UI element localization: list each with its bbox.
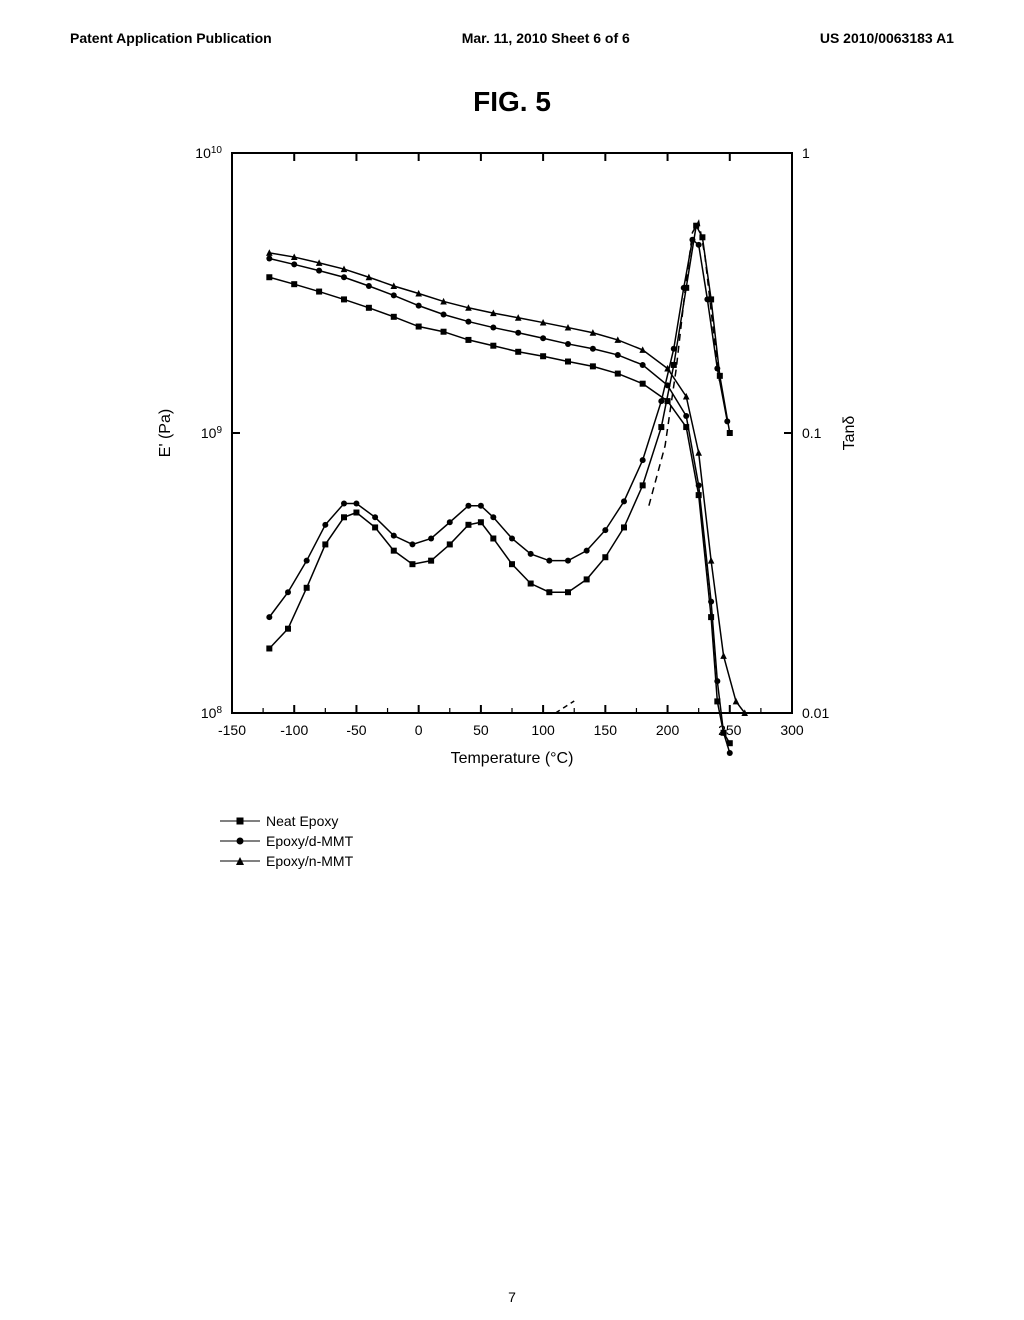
legend: Neat Epoxy Epoxy/d-MMT Epoxy/n-MMT [220, 813, 964, 869]
svg-text:-100: -100 [280, 722, 308, 738]
legend-label: Neat Epoxy [266, 813, 338, 829]
header-right: US 2010/0063183 A1 [820, 30, 954, 46]
circle-marker-icon [237, 838, 244, 845]
triangle-marker-icon [236, 857, 244, 865]
header-left: Patent Application Publication [70, 30, 272, 46]
svg-text:200: 200 [656, 722, 680, 738]
svg-text:300: 300 [780, 722, 804, 738]
svg-text:Tanδ: Tanδ [841, 416, 858, 451]
svg-text:109: 109 [201, 425, 223, 442]
svg-text:0: 0 [415, 722, 423, 738]
svg-text:-50: -50 [346, 722, 366, 738]
svg-text:50: 50 [473, 722, 489, 738]
legend-symbol [220, 815, 260, 827]
legend-item-nmmt: Epoxy/n-MMT [220, 853, 964, 869]
header-center: Mar. 11, 2010 Sheet 6 of 6 [462, 30, 630, 46]
legend-symbol [220, 835, 260, 847]
legend-label: Epoxy/n-MMT [266, 853, 353, 869]
figure-title: FIG. 5 [60, 86, 964, 118]
svg-text:1010: 1010 [195, 145, 222, 162]
svg-text:1: 1 [802, 145, 810, 161]
svg-text:E' (Pa): E' (Pa) [157, 409, 174, 457]
svg-text:100: 100 [531, 722, 555, 738]
header: Patent Application Publication Mar. 11, … [60, 30, 964, 46]
legend-symbol [220, 855, 260, 867]
svg-text:-150: -150 [218, 722, 246, 738]
legend-item-neat: Neat Epoxy [220, 813, 964, 829]
patent-page: Patent Application Publication Mar. 11, … [0, 0, 1024, 1320]
legend-label: Epoxy/d-MMT [266, 833, 353, 849]
svg-text:0.1: 0.1 [802, 425, 822, 441]
page-number: 7 [508, 1289, 516, 1305]
svg-text:150: 150 [594, 722, 618, 738]
chart-region: -150-100-5005010015020025030010810910100… [152, 138, 872, 783]
legend-item-dmmt: Epoxy/d-MMT [220, 833, 964, 849]
svg-text:108: 108 [201, 705, 223, 722]
svg-text:0.01: 0.01 [802, 705, 829, 721]
svg-text:Temperature (°C): Temperature (°C) [451, 750, 574, 767]
square-marker-icon [237, 818, 244, 825]
dma-chart: -150-100-5005010015020025030010810910100… [152, 138, 872, 783]
